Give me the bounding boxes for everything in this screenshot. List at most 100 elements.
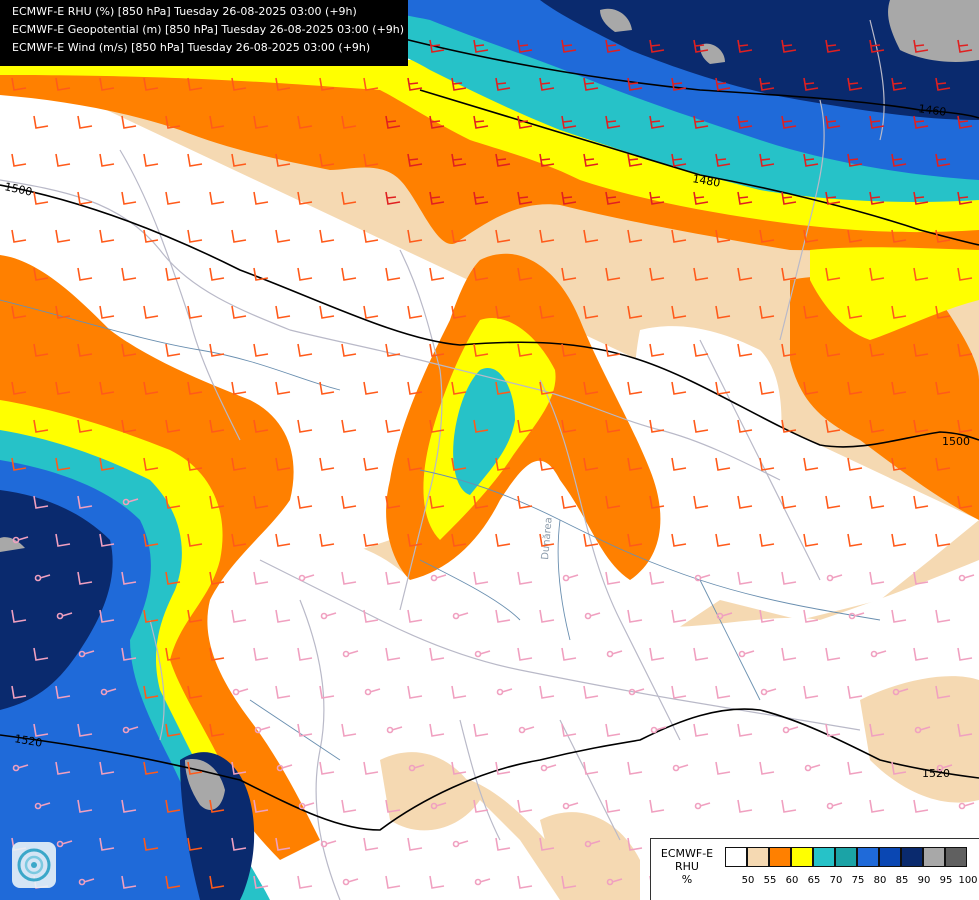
- wind-barb: [605, 343, 621, 357]
- wind-barb: [649, 419, 665, 433]
- wind-barb: [209, 647, 225, 661]
- wind-barb: [275, 609, 291, 623]
- contour-label-1480: 1480: [691, 172, 721, 190]
- wind-barb: [914, 726, 931, 734]
- wind-barb: [781, 115, 797, 129]
- wind-barb: [627, 837, 643, 851]
- wind-barb: [957, 723, 973, 737]
- wind-barb: [253, 571, 269, 585]
- wind-barb: [451, 381, 467, 395]
- wind-barb: [561, 723, 577, 737]
- wind-barb: [55, 457, 71, 471]
- wind-barb: [672, 764, 689, 772]
- wind-barb: [891, 77, 907, 91]
- legend-swatch: [791, 847, 813, 867]
- wind-barb: [892, 688, 909, 696]
- wind-barb: [363, 837, 379, 851]
- legend-tick-label: 95: [939, 875, 953, 886]
- wind-barb: [737, 343, 753, 357]
- wind-barb: [781, 495, 797, 509]
- wind-barb: [561, 495, 577, 509]
- wind-barb: [319, 533, 335, 547]
- wind-barb: [363, 761, 379, 775]
- wind-barb: [847, 153, 863, 167]
- wind-barb: [275, 837, 291, 851]
- wind-barb: [825, 343, 841, 357]
- wind-barb: [385, 647, 401, 661]
- wind-barb: [759, 77, 775, 91]
- legend-title-variable: RHU: [675, 860, 699, 873]
- wind-barb: [231, 153, 247, 167]
- wind-barb: [187, 77, 203, 91]
- field-white-south: [250, 538, 979, 900]
- wind-barb: [452, 840, 469, 848]
- wind-barb: [297, 267, 313, 281]
- wind-barb: [715, 229, 731, 243]
- wind-barb: [605, 571, 621, 585]
- legend-swatch: [923, 847, 945, 867]
- wind-barb: [451, 305, 467, 319]
- weather-logo-icon: [12, 842, 56, 888]
- wind-barb: [11, 685, 27, 699]
- wind-barb: [319, 229, 335, 243]
- wind-barb: [649, 495, 665, 509]
- wind-barb: [231, 533, 247, 547]
- legend-tick-label: 65: [807, 875, 821, 886]
- wind-barb: [495, 229, 511, 243]
- wind-barb: [913, 799, 929, 813]
- wind-barb: [407, 457, 423, 471]
- wind-barb: [847, 533, 863, 547]
- contour-label-1460: 1460: [918, 102, 948, 119]
- wind-barb: [165, 343, 181, 357]
- wind-barb: [649, 115, 665, 129]
- field-white-center: [634, 326, 782, 501]
- wind-barb: [297, 875, 313, 889]
- wind-barb: [627, 457, 643, 471]
- wind-barb: [781, 647, 797, 661]
- wind-barb: [671, 685, 687, 699]
- wind-barb: [869, 343, 885, 357]
- wind-barb: [99, 153, 115, 167]
- wind-barb: [803, 381, 819, 395]
- wind-barb: [121, 647, 137, 661]
- wind-barb: [231, 305, 247, 319]
- wind-barb: [33, 267, 49, 281]
- wind-barb: [606, 878, 623, 886]
- wind-barb: [518, 726, 535, 734]
- wind-barb: [737, 495, 753, 509]
- wind-barb: [165, 115, 181, 129]
- wind-barb: [495, 837, 511, 851]
- wind-barb: [275, 685, 291, 699]
- wind-barb: [187, 305, 203, 319]
- legend-swatch: [813, 847, 835, 867]
- legend-tick-label: 70: [829, 875, 843, 886]
- wind-barb: [957, 115, 973, 129]
- header-rhu: ECMWF-E RHU (%) [850 hPa] Tuesday 26-08-…: [12, 5, 357, 18]
- wind-barb: [429, 343, 445, 357]
- wind-barb: [671, 533, 687, 547]
- wind-barb: [935, 153, 951, 167]
- wind-barb: [957, 419, 973, 433]
- wind-barb: [561, 343, 577, 357]
- wind-barb: [649, 571, 665, 585]
- wind-barb: [605, 267, 621, 281]
- wind-barb: [297, 723, 313, 737]
- wind-barb: [627, 153, 643, 167]
- wind-barb: [99, 305, 115, 319]
- wind-barb: [936, 764, 953, 772]
- wind-barb: [275, 229, 291, 243]
- wind-barb: [209, 571, 225, 585]
- wind-barb: [759, 229, 775, 243]
- wind-barb: [342, 878, 359, 886]
- wind-barb: [99, 837, 115, 851]
- wind-barb: [891, 457, 907, 471]
- wind-barb: [627, 381, 643, 395]
- wind-barb: [517, 875, 533, 889]
- wind-barb: [539, 685, 555, 699]
- wind-barb: [143, 457, 159, 471]
- wind-barb: [715, 381, 731, 395]
- wind-barb: [451, 229, 467, 243]
- wind-barb: [430, 574, 447, 582]
- wind-barb: [759, 305, 775, 319]
- wind-barb: [583, 229, 599, 243]
